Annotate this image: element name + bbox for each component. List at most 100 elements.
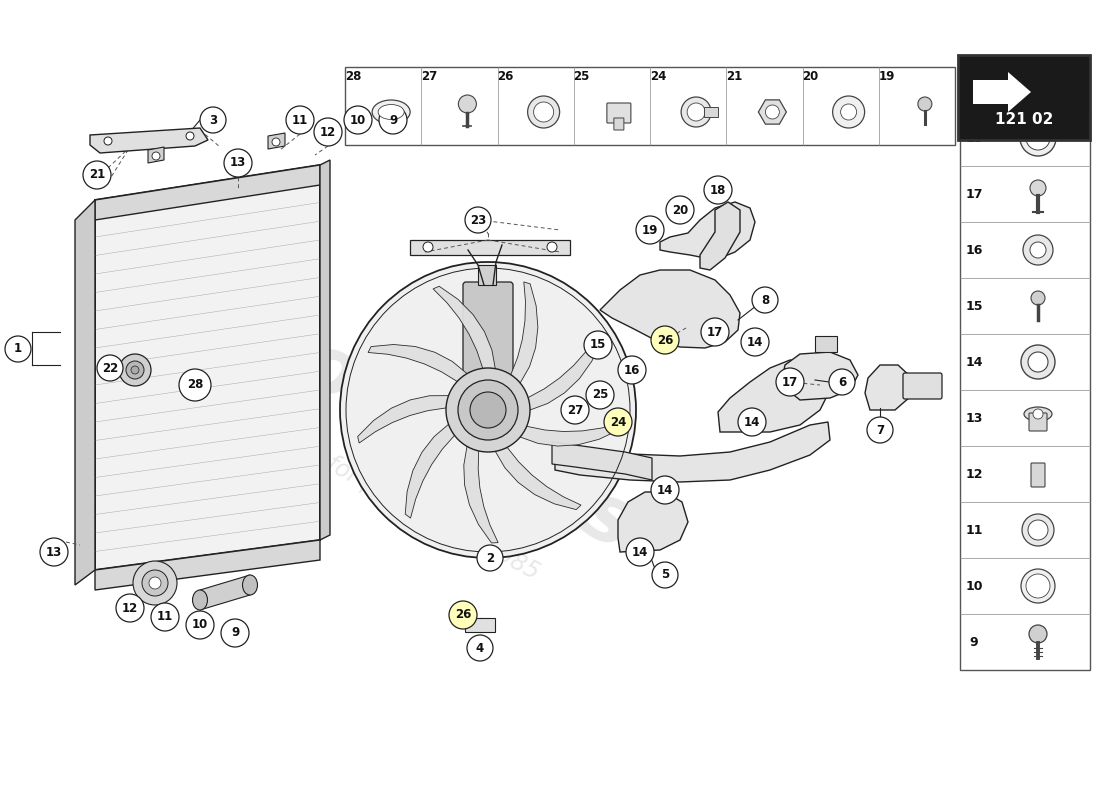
Circle shape — [116, 594, 144, 622]
Text: 15: 15 — [966, 299, 982, 313]
FancyBboxPatch shape — [607, 103, 631, 123]
Text: 25: 25 — [592, 389, 608, 402]
Polygon shape — [600, 270, 740, 348]
Bar — [704, 107, 718, 117]
Polygon shape — [410, 240, 570, 255]
Text: a passion for parts since 1985: a passion for parts since 1985 — [217, 396, 543, 584]
Polygon shape — [520, 423, 620, 446]
Ellipse shape — [242, 575, 257, 595]
Circle shape — [458, 380, 518, 440]
Text: 22: 22 — [102, 362, 118, 374]
Circle shape — [142, 570, 168, 596]
Circle shape — [179, 369, 211, 401]
Circle shape — [833, 96, 865, 128]
Text: 12: 12 — [966, 467, 982, 481]
Circle shape — [534, 102, 553, 122]
Text: 9: 9 — [389, 114, 397, 126]
Polygon shape — [782, 352, 858, 400]
Polygon shape — [148, 147, 164, 163]
Circle shape — [776, 368, 804, 396]
Text: 2: 2 — [486, 551, 494, 565]
Text: 28: 28 — [344, 70, 361, 83]
Circle shape — [1023, 235, 1053, 265]
FancyBboxPatch shape — [614, 118, 624, 130]
Ellipse shape — [192, 590, 208, 610]
Circle shape — [741, 328, 769, 356]
Text: 28: 28 — [187, 378, 204, 391]
Circle shape — [1026, 126, 1050, 150]
Circle shape — [1028, 352, 1048, 372]
Text: 9: 9 — [970, 635, 978, 649]
Circle shape — [152, 152, 160, 160]
Text: 25: 25 — [573, 70, 590, 83]
Text: 10: 10 — [191, 618, 208, 631]
Text: 3: 3 — [209, 114, 217, 126]
Text: 23: 23 — [470, 214, 486, 226]
Text: 16: 16 — [624, 363, 640, 377]
Circle shape — [840, 104, 857, 120]
Circle shape — [449, 601, 477, 629]
Circle shape — [1028, 625, 1047, 643]
Circle shape — [1021, 569, 1055, 603]
Circle shape — [465, 207, 491, 233]
Circle shape — [131, 366, 139, 374]
Circle shape — [148, 577, 161, 589]
Circle shape — [586, 381, 614, 409]
Text: 11: 11 — [157, 610, 173, 623]
Circle shape — [286, 106, 313, 134]
FancyBboxPatch shape — [463, 282, 513, 378]
Circle shape — [867, 417, 893, 443]
Text: 19: 19 — [879, 70, 895, 83]
Circle shape — [119, 354, 151, 386]
Polygon shape — [358, 396, 449, 443]
Text: 24: 24 — [650, 70, 667, 83]
Polygon shape — [200, 575, 250, 610]
Circle shape — [829, 369, 855, 395]
Text: 10: 10 — [966, 579, 982, 593]
Polygon shape — [368, 345, 468, 382]
Circle shape — [1026, 574, 1050, 598]
Circle shape — [652, 562, 678, 588]
Polygon shape — [758, 100, 786, 124]
Text: 10: 10 — [350, 114, 366, 126]
Circle shape — [604, 408, 632, 436]
Text: 17: 17 — [966, 187, 982, 201]
Text: 14: 14 — [744, 415, 760, 429]
Text: 4: 4 — [476, 642, 484, 654]
Circle shape — [224, 149, 252, 177]
Polygon shape — [718, 360, 830, 432]
Polygon shape — [510, 282, 538, 383]
Text: 121 02: 121 02 — [994, 113, 1053, 127]
Circle shape — [651, 476, 679, 504]
Polygon shape — [75, 200, 95, 585]
Text: 20: 20 — [802, 70, 818, 83]
Text: 26: 26 — [454, 609, 471, 622]
Circle shape — [666, 196, 694, 224]
Circle shape — [40, 538, 68, 566]
Text: 14: 14 — [747, 335, 763, 349]
Circle shape — [379, 106, 407, 134]
Text: 21: 21 — [726, 70, 742, 83]
Circle shape — [651, 326, 679, 354]
Circle shape — [424, 242, 433, 252]
Polygon shape — [552, 442, 652, 480]
Text: 8: 8 — [761, 294, 769, 306]
Text: 13: 13 — [46, 546, 62, 558]
FancyBboxPatch shape — [478, 265, 496, 285]
Circle shape — [681, 97, 711, 127]
Text: 12: 12 — [320, 126, 337, 138]
Text: 11: 11 — [292, 114, 308, 126]
Circle shape — [104, 137, 112, 145]
Circle shape — [738, 408, 766, 436]
Text: 12: 12 — [122, 602, 139, 614]
Polygon shape — [95, 540, 320, 590]
Circle shape — [344, 106, 372, 134]
Polygon shape — [90, 128, 208, 153]
Circle shape — [618, 356, 646, 384]
Circle shape — [468, 635, 493, 661]
Text: 5: 5 — [661, 569, 669, 582]
Text: 27: 27 — [566, 403, 583, 417]
Circle shape — [584, 331, 612, 359]
Text: 14: 14 — [966, 355, 982, 369]
Polygon shape — [660, 202, 755, 260]
